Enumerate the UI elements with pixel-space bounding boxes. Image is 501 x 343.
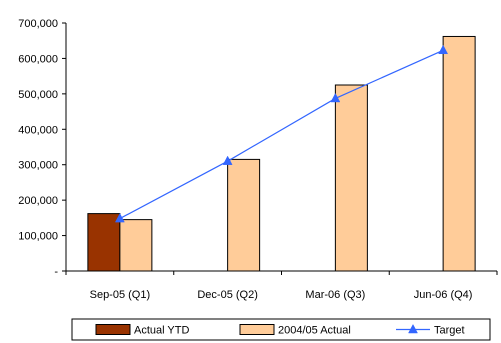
bar-2004-05-actual [334,84,368,272]
bar-actual-ytd [87,213,121,272]
axes-layer: - 100,000 200,000 300,000 400,000 500,000 600,… [18,18,498,301]
legend-swatch [95,324,131,335]
y-tick-label: 100,000 [18,231,58,243]
target-marker [438,44,449,55]
y-tick-label: - [54,266,58,278]
x-tick-label: Sep-05 (Q1) [90,289,151,301]
bar-2004-05-actual [227,158,261,272]
legend-label: Actual YTD [134,325,189,337]
legend-label: 2004/05 Actual [278,325,351,337]
y-tick-label: 500,000 [18,89,58,101]
x-tick-label: Dec-05 (Q2) [197,289,258,301]
bars-layer [87,35,476,272]
bar-2004-05-actual [442,35,476,272]
bar-2004-05-actual [119,219,153,272]
legend-swatch [239,324,275,335]
target-marker [114,213,125,223]
x-tick-label: Jun-06 (Q4) [414,289,473,301]
y-tick-label: 400,000 [18,124,58,136]
target-line [119,49,444,220]
target-marker [330,92,341,103]
x-tick-label: Mar-06 (Q3) [305,289,365,301]
target-marker [222,155,233,165]
y-tick-label: 700,000 [18,18,58,30]
y-tick-label: 300,000 [18,160,58,172]
legend-label: Target [434,325,465,337]
legend: Actual YTD 2004/05 Actual Target [71,318,491,341]
y-tick-label: 600,000 [18,53,58,65]
line-layer [114,44,449,223]
legend-box [71,318,491,341]
y-tick-label: 200,000 [18,195,58,207]
legend-marker [408,323,418,334]
